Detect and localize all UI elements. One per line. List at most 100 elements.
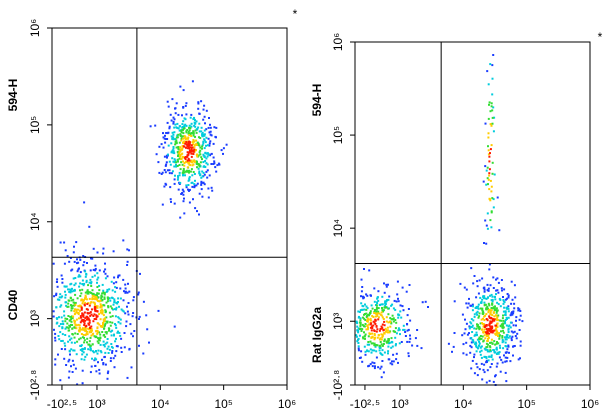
event-dot (193, 146, 196, 149)
event-dot (66, 318, 69, 320)
event-dot (92, 292, 95, 295)
event-dot (92, 297, 95, 300)
event-dot (189, 133, 192, 136)
event-dot (492, 349, 495, 351)
event-dot (76, 262, 78, 265)
event-dot (468, 327, 471, 330)
event-dot (114, 286, 117, 289)
event-dot (64, 285, 67, 288)
event-dot (482, 295, 485, 298)
event-dot (113, 333, 115, 336)
event-dot (179, 216, 182, 219)
event-dot (485, 297, 488, 300)
event-dot (88, 330, 91, 333)
event-dot (89, 302, 92, 305)
event-dot (383, 306, 386, 309)
event-dot (357, 327, 360, 330)
event-dot (363, 335, 366, 338)
event-dot (95, 314, 98, 317)
event-dot (96, 310, 99, 313)
event-dot (408, 284, 411, 286)
event-dot (369, 340, 372, 343)
event-dot (365, 328, 368, 331)
event-dot (111, 351, 114, 354)
event-dot (487, 153, 490, 156)
event-dot (89, 314, 92, 317)
event-dot (72, 363, 75, 366)
event-dot (192, 171, 195, 173)
event-dot (486, 345, 489, 348)
event-dot (502, 302, 505, 305)
event-dot (477, 292, 480, 295)
event-dot (178, 152, 181, 155)
event-dot (65, 304, 68, 307)
event-dot (453, 300, 456, 303)
event-dot (177, 175, 179, 178)
event-dot (475, 327, 478, 330)
event-dot (138, 315, 141, 318)
event-dot (490, 363, 493, 365)
event-dot (495, 307, 498, 310)
event-dot (495, 311, 498, 314)
event-dot (121, 309, 124, 312)
event-dot (364, 303, 366, 306)
event-dot (206, 176, 209, 179)
event-dot (187, 188, 189, 191)
event-dot (488, 198, 491, 201)
event-dot (112, 308, 114, 311)
event-dot (212, 156, 215, 159)
event-dot (172, 120, 175, 123)
event-dot (66, 326, 69, 329)
event-dot (122, 278, 125, 281)
event-dot (117, 330, 119, 333)
event-dot (479, 346, 482, 349)
event-dot (164, 134, 166, 137)
event-dot (497, 335, 499, 337)
event-dot (519, 344, 522, 347)
event-dot (187, 184, 190, 186)
event-dot (84, 294, 87, 297)
event-dot (184, 174, 186, 177)
event-dot (367, 335, 370, 338)
event-dot (384, 300, 387, 303)
event-dot (503, 306, 506, 309)
event-dot (483, 330, 485, 333)
event-dot (491, 64, 494, 67)
event-dot (83, 341, 86, 344)
event-dot (470, 337, 473, 339)
event-dot (99, 311, 102, 314)
event-dot (470, 326, 473, 329)
event-dot (178, 151, 181, 154)
event-dot (207, 187, 210, 190)
event-dot (176, 158, 179, 161)
event-dot (197, 167, 200, 170)
event-dot (493, 319, 496, 322)
event-dot (201, 175, 204, 178)
event-dot (101, 331, 104, 333)
event-dot (127, 302, 130, 304)
event-dot (198, 112, 201, 115)
event-dot (79, 289, 81, 292)
event-dot (68, 358, 71, 361)
event-dot (188, 176, 191, 179)
event-dot (367, 318, 370, 321)
event-dot (198, 130, 201, 133)
event-dot (185, 102, 188, 105)
event-dot (367, 350, 370, 353)
event-dot (515, 337, 518, 340)
event-dot (478, 340, 480, 343)
event-dot (85, 353, 88, 356)
event-dot (86, 289, 89, 292)
event-dot (195, 131, 198, 134)
event-dot (96, 272, 99, 275)
event-dot (198, 172, 201, 175)
event-dot (488, 322, 491, 325)
event-dot (188, 201, 191, 204)
event-dot (128, 249, 130, 252)
event-dot (103, 356, 106, 359)
event-dot (114, 324, 117, 327)
event-dot (76, 383, 79, 386)
event-dot (374, 312, 377, 315)
event-dot (172, 138, 175, 141)
event-dot (86, 333, 89, 336)
